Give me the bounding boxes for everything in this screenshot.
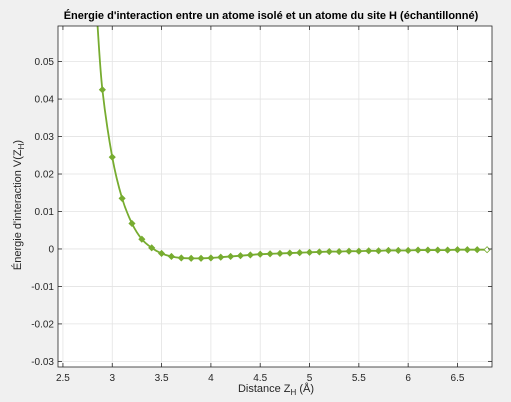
y-tick-label: 0.03 <box>35 132 55 143</box>
data-point <box>227 252 235 261</box>
tick-marks <box>58 26 492 367</box>
y-tick-label: -0.02 <box>31 319 54 330</box>
data-point <box>286 249 294 257</box>
data-point <box>276 249 284 258</box>
grid-lines <box>58 26 492 367</box>
x-tick-label: 6.5 <box>451 373 465 384</box>
data-point <box>473 246 481 254</box>
data-point <box>158 249 166 258</box>
data-point <box>197 254 205 262</box>
data-point <box>355 247 363 255</box>
y-tick-label: 0.02 <box>35 170 55 181</box>
x-tick-label: 3 <box>109 373 115 384</box>
data-point <box>424 246 432 254</box>
data-point <box>118 194 126 202</box>
data-point <box>305 248 314 256</box>
data-point <box>217 253 225 261</box>
y-tick-label: 0.01 <box>35 207 55 218</box>
data-point <box>187 254 195 262</box>
data-point <box>315 248 323 256</box>
data-point <box>434 246 442 254</box>
data-point <box>325 248 333 256</box>
plot-area <box>58 26 492 367</box>
x-tick-label: 5 <box>307 373 313 384</box>
data-point <box>296 249 304 257</box>
data-point <box>246 251 254 259</box>
data-point <box>128 219 136 228</box>
data-point <box>236 252 245 260</box>
data-point <box>394 246 402 255</box>
x-tick-label: 6 <box>405 373 411 384</box>
y-tick-label: 0.04 <box>35 95 55 106</box>
data-point <box>256 250 264 258</box>
data-point <box>365 247 373 255</box>
data-point <box>177 254 185 262</box>
data-point <box>463 246 471 254</box>
data-point <box>345 247 353 255</box>
data-point <box>404 246 412 255</box>
data-point <box>138 235 146 243</box>
data-point <box>375 247 383 255</box>
data-point <box>108 153 116 161</box>
data-point <box>453 246 462 254</box>
data-point <box>335 248 343 256</box>
x-tick-label: 5.5 <box>352 373 366 384</box>
data-point <box>148 244 156 252</box>
x-tick-label: 2.5 <box>56 373 70 384</box>
series-layer <box>96 26 491 262</box>
plot-frame <box>57 25 493 368</box>
data-point <box>207 254 215 262</box>
y-axis-label: Énergie d'interaction V(ZH) <box>11 140 26 270</box>
x-tick-label: 4 <box>208 373 214 384</box>
y-tick-label: 0.05 <box>35 57 55 68</box>
y-tick-label: -0.01 <box>31 282 54 293</box>
chart-title: Énergie d'interaction entre un atome iso… <box>64 9 479 22</box>
data-point <box>266 250 274 258</box>
data-point <box>98 86 106 94</box>
data-point <box>167 252 175 261</box>
y-tick-label: -0.03 <box>31 357 54 368</box>
y-tick-label: 0 <box>48 244 54 255</box>
data-point <box>414 246 422 254</box>
x-tick-label: 4.5 <box>253 373 267 384</box>
tick-labels: 2.5 3 3.5 4 4.5 5 5.5 6 6.5 -0.03 -0.02 -0.01 0 0.01 0… <box>31 57 465 384</box>
x-axis-label: Distance ZH (Å) <box>238 382 314 397</box>
data-point <box>444 246 452 254</box>
data-point <box>384 246 392 255</box>
x-tick-label: 3.5 <box>155 373 169 384</box>
